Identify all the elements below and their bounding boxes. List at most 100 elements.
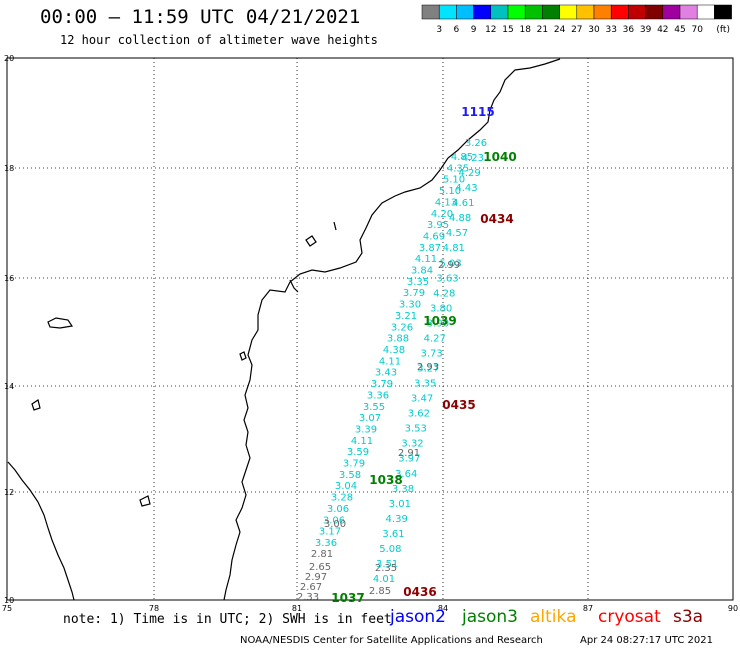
wave-value-label: 3.62: [408, 409, 430, 420]
lat-tick: 12: [4, 488, 14, 497]
colorbar-tick: 42: [657, 25, 668, 35]
coastline-mainland: [223, 58, 561, 601]
wave-value-label: 4.11: [379, 356, 401, 367]
track-time-label: 1037: [331, 591, 364, 605]
wave-value-label: 4.13: [435, 197, 457, 208]
wave-value-label: 4.38: [383, 345, 405, 356]
colorbar-tick: 9: [471, 25, 477, 35]
wave-value-label: 3.43: [375, 368, 397, 379]
coastline-west: [7, 461, 75, 601]
track-time-label: 0435: [442, 398, 475, 412]
wave-value-label: 3.01: [389, 499, 411, 510]
map-title: 00:00 – 11:59 UTC 04/21/2021: [40, 6, 361, 28]
lat-tick: 20: [4, 54, 14, 63]
wave-value-label-low: 2.33: [297, 592, 319, 603]
track-times: 1115 1040 0434 1039 0435 1038 0436 1037: [331, 105, 516, 605]
track-time-label: 1039: [423, 314, 456, 328]
sat-cryosat: cryosat: [598, 607, 661, 627]
track-time-label: 1115: [461, 105, 494, 119]
wave-value-label: 3.26: [465, 138, 487, 149]
wave-value-label: 4.88: [449, 213, 471, 224]
coastline-island-3: [239, 351, 247, 361]
wave-value-label: 3.53: [405, 424, 427, 435]
colorbar-tick: 45: [674, 25, 685, 35]
wave-value-label: 3.04: [335, 481, 357, 492]
lon-tick: 90: [728, 604, 738, 613]
track-b-values: 3.26 4.23 4.29 4.43 4.61 4.88 4.57 4.81 5.03 3.63…: [373, 138, 487, 585]
low-values: 2.99 2.93 2.91 3.00 2.81 2.652.972.672.33 2.35…: [297, 260, 460, 603]
wave-value-label: 3.28: [331, 493, 353, 504]
axis-labels: 75 78 81 84 87 90 20 18 16 14 12 10: [2, 54, 738, 613]
wave-value-label: 3.90: [427, 318, 449, 329]
wave-value-label: 5.03: [439, 258, 461, 269]
track-time-label: 1040: [483, 150, 516, 164]
wave-value-label: 4.57: [446, 228, 468, 239]
wave-value-label: 3.39: [355, 424, 377, 435]
wave-value-label: 3.35: [414, 379, 436, 390]
wave-value-label: 4.43: [455, 183, 477, 194]
wave-value-label: 3.88: [387, 334, 409, 345]
wave-value-label: 3.63: [436, 273, 458, 284]
sat-altika: altika: [530, 607, 577, 627]
wave-value-label: 5.08: [379, 544, 401, 555]
wave-value-label-low: 2.81: [311, 549, 333, 560]
footnote: note: 1) Time is in UTC; 2) SWH is in fe…: [63, 612, 392, 627]
wave-value-label: 5.10: [443, 175, 465, 186]
coastline-island-5: [139, 495, 151, 507]
wave-value-label: 3.30: [399, 300, 421, 311]
wave-value-label: 3.51: [376, 559, 398, 570]
lat-tick: 16: [4, 274, 14, 283]
wave-value-label: 3.73: [420, 348, 442, 359]
wave-value-label: 3.36: [315, 538, 337, 549]
wave-value-label: 3.84: [411, 266, 433, 277]
wave-value-label: 5.10: [439, 186, 461, 197]
colorbar-tick: 15: [502, 25, 513, 35]
wave-value-label: 3.59: [347, 447, 369, 458]
colorbar-tick: 12: [485, 25, 496, 35]
wave-value-label: 3.26: [391, 322, 413, 333]
colorbar-tick: 24: [554, 25, 566, 35]
wave-value-label: 3.38: [392, 484, 414, 495]
wave-value-label: 3.47: [411, 394, 433, 405]
lon-tick: 87: [583, 604, 593, 613]
wave-value-label-low: 2.67: [300, 582, 322, 593]
colorbar-tick: 6: [454, 25, 460, 35]
wave-value-label: 4.61: [452, 198, 474, 209]
wave-value-label-low: 2.93: [417, 362, 439, 373]
wave-value-label: 4.28: [433, 288, 455, 299]
wave-value-label: 4.39: [386, 514, 408, 525]
wave-value-label: 4.35: [447, 163, 469, 174]
generated-timestamp: Apr 24 08:27:17 UTC 2021: [580, 635, 713, 646]
coastline-cay-2: [289, 279, 299, 293]
colorbar-unit: (ft): [716, 25, 730, 35]
wave-value-label: 3.80: [430, 303, 452, 314]
track-a-values: 4.854.355.105.104.134.203.954.693.874.11…: [315, 152, 473, 549]
wave-value-label: 3.21: [395, 311, 417, 322]
wave-value-label-low: 2.99: [438, 260, 460, 271]
wave-value-label: 3.95: [427, 220, 449, 231]
wave-value-label-low: 2.85: [369, 586, 391, 597]
lon-tick: 84: [438, 604, 448, 613]
colorbar-tick: 21: [537, 25, 548, 35]
wave-value-label-low: 2.91: [398, 448, 420, 459]
wave-value-label: 4.01: [373, 574, 395, 585]
coastline-island-1: [47, 317, 74, 329]
wave-value-label: 3.35: [407, 277, 429, 288]
lat-tick: 14: [4, 382, 14, 391]
coastline-cay: [333, 221, 337, 231]
colorbar-tick: 39: [640, 25, 652, 35]
map-grid: [6, 57, 734, 601]
wave-value-label: 3.79: [371, 379, 393, 390]
coastline: [7, 58, 561, 601]
coastline-island-2: [305, 235, 317, 247]
wave-value-label: 3.97: [398, 454, 420, 465]
wave-value-label: 3.58: [339, 470, 361, 481]
wave-value-label: 4.11: [415, 254, 437, 265]
wave-value-label: 4.29: [459, 168, 481, 179]
colorbar-tick: 3: [436, 25, 442, 35]
lat-tick: 10: [4, 596, 14, 605]
wave-value-label: 3.32: [401, 439, 423, 450]
wave-value-label: 4.81: [443, 243, 465, 254]
lon-tick: 81: [292, 604, 302, 613]
